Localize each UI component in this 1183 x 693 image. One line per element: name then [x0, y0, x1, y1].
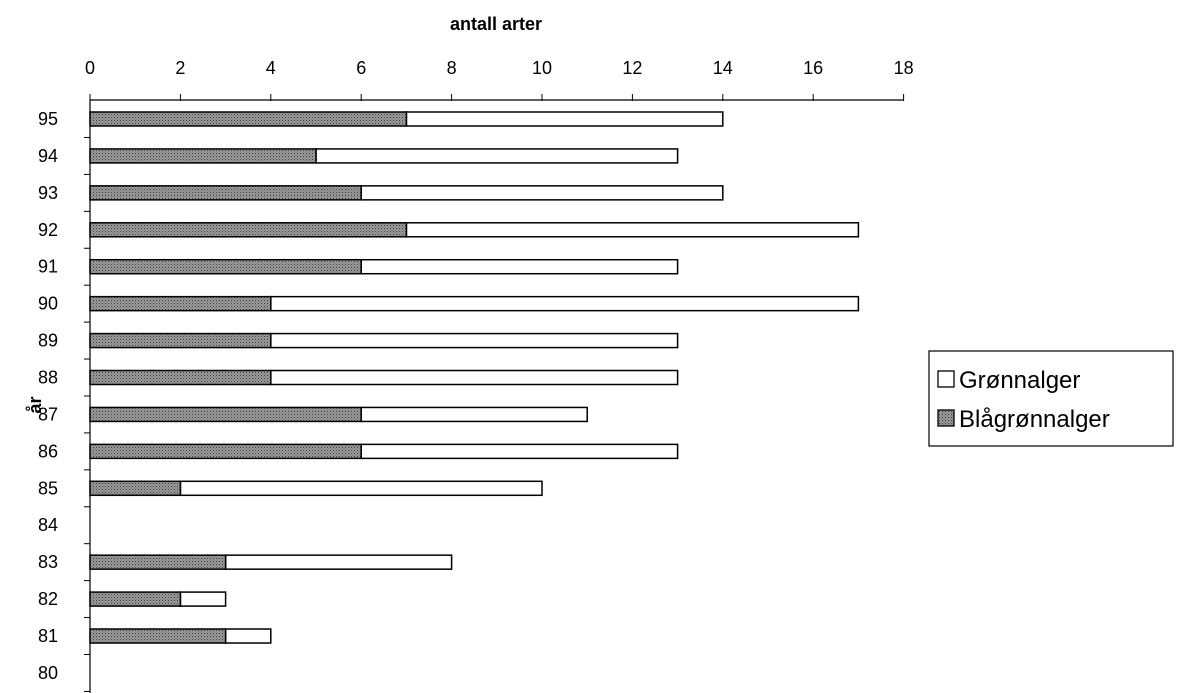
bar-segment-gronnalger-83 — [224, 554, 453, 570]
y-tick-label: 84 — [38, 515, 58, 535]
bar-segment-gronnalger-93 — [360, 185, 724, 201]
y-tick-label: 92 — [38, 220, 58, 240]
bar-segment-gronnalger-89 — [270, 332, 679, 349]
bar-segment-blagronnalger-81 — [89, 628, 227, 644]
legend-label-gronnalger: Grønnalger — [959, 367, 1080, 394]
y-tick-label: 91 — [38, 257, 58, 277]
bar-segment-blagronnalger-91 — [89, 258, 362, 275]
bar-segment-gronnalger-94 — [315, 148, 679, 164]
y-axis-title: år — [25, 396, 45, 413]
bar-segment-gronnalger-86 — [360, 443, 679, 460]
bar-segment-blagronnalger-82 — [89, 591, 182, 607]
legend-box — [928, 350, 1174, 447]
bar-segment-gronnalger-87 — [360, 406, 588, 423]
legend-swatch-blagronnalger — [937, 409, 955, 427]
bar-segment-gronnalger-81 — [224, 628, 272, 644]
x-tick-label: 16 — [803, 58, 823, 78]
y-tick-label: 94 — [38, 146, 58, 166]
x-tick-label: 14 — [713, 58, 733, 78]
bar-segment-blagronnalger-88 — [89, 369, 272, 386]
plot-area: 0 2 4 6 8 10 12 14 16 18 95 94 93 92 91 90 89 88 87 86 85 84 8… — [38, 58, 914, 693]
y-tick-label: 82 — [38, 589, 58, 609]
bar-segment-gronnalger-88 — [270, 369, 679, 386]
bar-segment-blagronnalger-83 — [89, 554, 227, 570]
x-tick-label: 8 — [447, 58, 457, 78]
legend: Grønnalger Blågrønnalger — [928, 350, 1174, 447]
legend-label-blagronnalger: Blågrønnalger — [959, 406, 1110, 433]
y-tick-label: 86 — [38, 441, 58, 461]
x-tick-label: 0 — [85, 58, 95, 78]
bar-segment-blagronnalger-93 — [89, 185, 362, 201]
y-tick-label: 85 — [38, 478, 58, 498]
y-tick-label: 95 — [38, 109, 58, 129]
y-tick-label: 89 — [38, 331, 58, 351]
legend-swatch-gronnalger — [937, 370, 955, 388]
bar-segment-gronnalger-82 — [179, 591, 227, 607]
y-tick-label: 87 — [38, 404, 58, 424]
bar-segment-gronnalger-92 — [405, 222, 860, 238]
bar-segment-gronnalger-90 — [270, 295, 860, 312]
bar-segment-blagronnalger-95 — [89, 111, 408, 127]
y-tick-label: 93 — [38, 183, 58, 203]
bar-segment-blagronnalger-90 — [89, 295, 272, 312]
x-axis-title: antall arter — [450, 14, 542, 34]
bar-segment-blagronnalger-89 — [89, 332, 272, 349]
bar-segment-blagronnalger-86 — [89, 443, 362, 460]
bar-segment-gronnalger-91 — [360, 258, 679, 275]
bar-segment-gronnalger-85 — [179, 480, 543, 497]
x-tick-label: 6 — [356, 58, 366, 78]
x-tick-label: 2 — [175, 58, 185, 78]
x-tick-label: 10 — [532, 58, 552, 78]
bar-segment-blagronnalger-85 — [89, 480, 182, 497]
bar-segment-gronnalger-95 — [405, 111, 724, 127]
bar-segment-blagronnalger-87 — [89, 406, 362, 423]
y-tick-label: 80 — [38, 663, 58, 683]
y-tick-label: 81 — [38, 626, 58, 646]
x-tick-label: 18 — [894, 58, 914, 78]
bar-segment-blagronnalger-92 — [89, 222, 408, 238]
y-tick-label: 90 — [38, 294, 58, 314]
x-tick-label: 4 — [266, 58, 276, 78]
x-tick-label: 12 — [622, 58, 642, 78]
y-tick-label: 83 — [38, 552, 58, 572]
bar-segment-blagronnalger-94 — [89, 148, 317, 164]
y-tick-label: 88 — [38, 368, 58, 388]
